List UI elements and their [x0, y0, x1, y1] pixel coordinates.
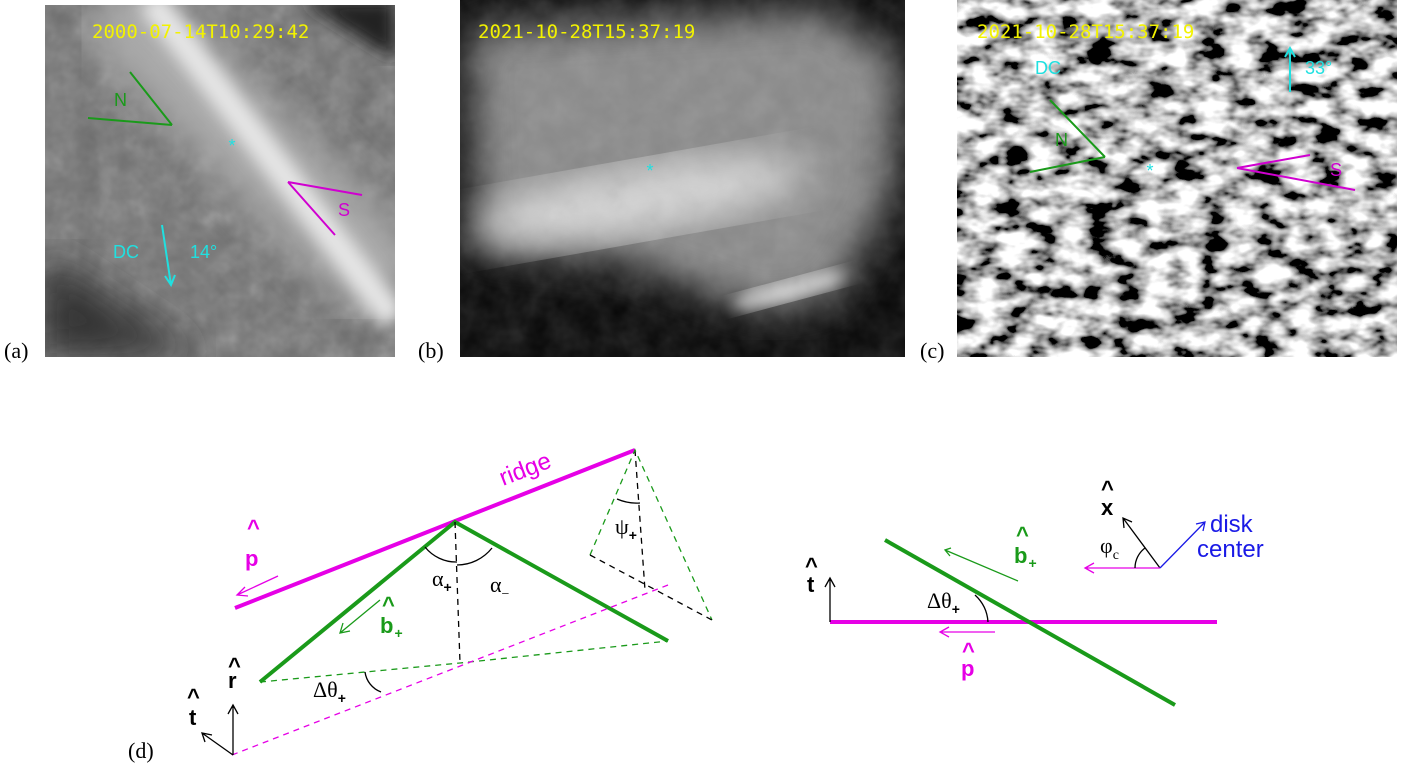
panel-label: (c) — [920, 338, 944, 363]
subscript: + — [952, 601, 960, 617]
r-label: r — [228, 668, 237, 693]
angle-label: 33° — [1305, 58, 1332, 78]
south-label: S — [338, 200, 350, 220]
subscript: + — [629, 527, 637, 543]
subscript: + — [394, 625, 402, 641]
b-label: b+ — [1014, 543, 1037, 571]
t-label: t — [807, 572, 815, 597]
alpha-minus: α− — [490, 572, 510, 602]
symbol: Δθ — [927, 588, 952, 613]
subscript: + — [444, 579, 452, 595]
subscript: c — [1113, 548, 1119, 563]
timestamp: 2021-10-28T15:37:19 — [977, 21, 1194, 43]
hat: ^ — [247, 515, 260, 540]
center-star: * — [1146, 161, 1153, 181]
north-label: N — [114, 90, 127, 110]
p-label: p — [961, 656, 974, 681]
delta-theta-plus: Δθ+ — [927, 588, 960, 617]
diagram-3d — [202, 450, 712, 755]
panel-label: (b) — [418, 338, 444, 363]
panel-a-image — [40, 0, 395, 357]
angle-label: 14° — [190, 242, 217, 262]
figure: * 2000-07-14T10:29:42 DC 14° N S (a) * 2… — [0, 0, 1422, 771]
phi-c: φc — [1100, 533, 1119, 563]
delta-theta-plus: Δθ+ — [313, 677, 346, 706]
dc-label: DC — [1035, 58, 1061, 78]
symbol: φ — [1100, 533, 1113, 558]
x-label: x — [1101, 495, 1114, 520]
subscript: + — [1028, 555, 1036, 571]
alpha-plus: α+ — [432, 566, 452, 595]
symbol: b — [380, 613, 393, 638]
panel-label: (a) — [4, 338, 28, 363]
panel-label: (d) — [128, 738, 154, 763]
b-label: b+ — [380, 613, 403, 641]
center-star: * — [228, 136, 235, 156]
panel-b-image — [460, 0, 905, 357]
center-star: * — [646, 161, 653, 181]
t-label: t — [189, 705, 197, 730]
symbol: α — [432, 566, 444, 591]
symbol: b — [1014, 543, 1027, 568]
timestamp: 2000-07-14T10:29:42 — [92, 21, 309, 43]
subscript: + — [338, 690, 346, 706]
symbol: α — [490, 572, 502, 597]
north-label: N — [1055, 130, 1068, 150]
symbol: ψ — [615, 514, 629, 539]
symbol: Δθ — [313, 677, 338, 702]
south-label: S — [1330, 160, 1342, 180]
dc-label: DC — [113, 242, 139, 262]
timestamp: 2021-10-28T15:37:19 — [478, 21, 695, 43]
disk-label: disk — [1210, 511, 1254, 538]
psi-plus: ψ+ — [615, 514, 637, 543]
p-label: p — [245, 546, 258, 571]
center-label: center — [1197, 536, 1264, 563]
subscript: − — [502, 587, 510, 602]
